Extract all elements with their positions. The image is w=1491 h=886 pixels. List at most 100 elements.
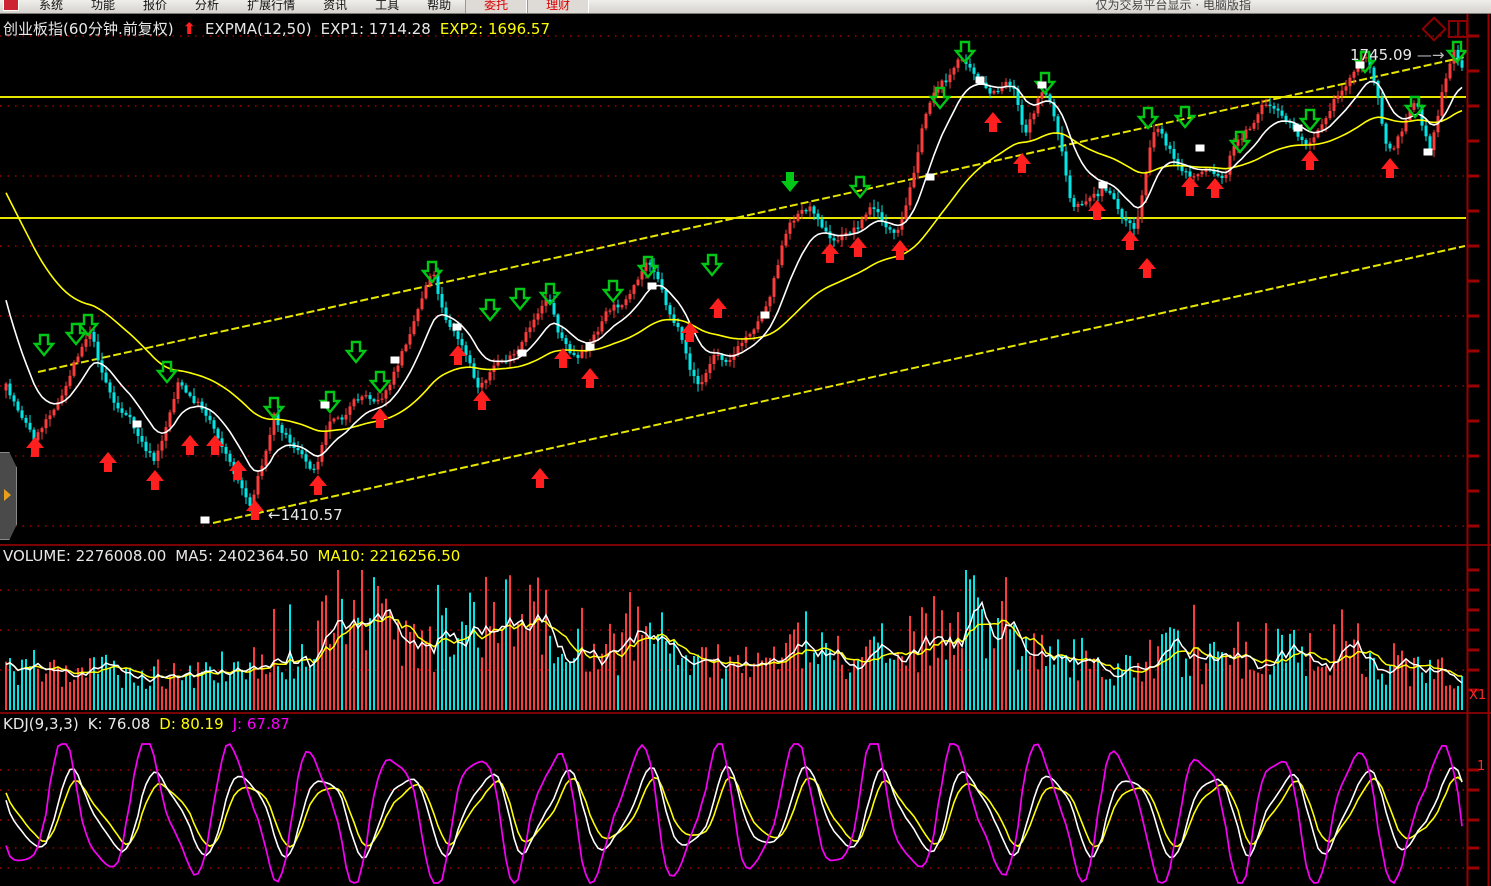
candle-body [1356, 68, 1360, 72]
kdj-j-line [5, 743, 1463, 885]
signal-square [1098, 181, 1108, 189]
buy-signal-arrow [309, 475, 327, 495]
app-icon[interactable] [3, 0, 19, 11]
candle-body [876, 209, 880, 213]
candle-body [996, 90, 1000, 93]
candle-body [1028, 119, 1032, 133]
candle-body [268, 434, 272, 451]
menu-item-5[interactable]: 资讯 [323, 0, 348, 12]
candle-body [1296, 129, 1300, 137]
candle-body [1200, 171, 1204, 175]
candle-body [464, 345, 468, 356]
candle-body [380, 398, 384, 400]
candle-body [1256, 114, 1260, 123]
candle-body [884, 221, 888, 228]
menu-item-2[interactable]: 报价 [143, 0, 168, 12]
dash-arrow-icon: —→ [1416, 46, 1445, 64]
diamond-tool-icon [1421, 16, 1447, 42]
candle-body [852, 227, 856, 234]
candle-body [924, 113, 928, 129]
exp2-value: EXP2: 1696.57 [439, 20, 551, 38]
sell-signal-arrow [318, 390, 342, 414]
sell-signal-arrow [700, 253, 724, 277]
candle-body [304, 454, 308, 462]
sell-signal-arrow [1033, 71, 1057, 95]
menu-item-6[interactable]: 工具 [375, 0, 400, 12]
candle-body [1220, 175, 1224, 178]
menu-item-4[interactable]: 扩展行情 [247, 0, 296, 12]
signal-square [517, 349, 527, 357]
indicator-label[interactable]: EXPMA(12,50) [204, 20, 312, 38]
sidebar-expand-handle[interactable] [0, 452, 17, 540]
candle-body [1000, 86, 1004, 92]
candle-body [896, 229, 900, 233]
candle-body [832, 238, 836, 241]
candle-body [444, 307, 448, 320]
signal-square [390, 356, 400, 364]
candle-body [1400, 131, 1404, 137]
sell-signal-arrow [953, 40, 977, 64]
candle-body [472, 363, 476, 378]
candle-body [244, 488, 248, 498]
candle-body [1128, 220, 1132, 224]
kdj-d-value: D: 80.19 [159, 715, 224, 733]
candle-body [612, 304, 616, 311]
candle-body [80, 346, 84, 357]
candle-body [196, 401, 200, 404]
candle-body [1308, 142, 1312, 145]
menu-item-1[interactable]: 功能 [91, 0, 116, 12]
candle-body [116, 402, 120, 409]
candle-body [728, 359, 732, 363]
candle-body [20, 410, 24, 418]
sell-signal-arrow [636, 255, 660, 279]
candle-body [96, 341, 100, 361]
candle-body [1240, 138, 1244, 140]
candle-body [252, 494, 256, 506]
menu-item-7[interactable]: 帮助 [427, 0, 452, 12]
candle-body [732, 354, 736, 360]
menu-item-3[interactable]: 分析 [195, 0, 220, 12]
candle-body [1124, 218, 1128, 221]
menu-item-9[interactable]: 理财 [527, 0, 590, 13]
candle-body [620, 305, 624, 308]
candle-body [400, 351, 404, 366]
candle-body [1076, 203, 1080, 207]
candle-body [676, 322, 680, 328]
candle-body [416, 309, 420, 322]
candle-body [200, 401, 204, 410]
up-arrow-icon: ⬆︎ [182, 19, 196, 38]
menu-item-8[interactable]: 委托 [465, 0, 528, 13]
candle-body [188, 392, 192, 397]
candle-body [1288, 121, 1292, 123]
candle-body [528, 327, 532, 333]
buy-signal-arrow [26, 437, 44, 457]
left-arrow-icon: ← [268, 506, 281, 524]
candle-body [628, 293, 632, 300]
candle-body [660, 279, 664, 290]
candle-body [1164, 133, 1168, 146]
candle-body [672, 314, 676, 323]
candle-body [972, 67, 976, 74]
menu-item-0[interactable]: 系统 [39, 0, 64, 12]
candle-body [512, 354, 516, 356]
candle-body [224, 446, 228, 454]
buy-signal-arrow [473, 390, 491, 410]
candle-body [1068, 175, 1072, 199]
candle-body [460, 339, 464, 346]
candle-body [1080, 203, 1084, 206]
candle-body [1136, 216, 1140, 229]
candle-body [376, 399, 380, 402]
candle-body [756, 321, 760, 330]
candle-body [624, 299, 628, 306]
candle-body [564, 338, 568, 345]
kdj-indicator-label[interactable]: KDJ(9,3,3) [3, 715, 79, 733]
candle-body [388, 384, 392, 391]
buy-signal-arrow [554, 348, 572, 368]
exp1-value: EXP1: 1714.28 [320, 20, 431, 38]
volume-value[interactable]: VOLUME: 2276008.00 [3, 547, 167, 565]
buy-signal-arrow [1381, 158, 1399, 178]
panel-separator [0, 712, 1491, 714]
buy-signal-arrow [371, 408, 389, 428]
buy-signal-arrow [581, 368, 599, 388]
